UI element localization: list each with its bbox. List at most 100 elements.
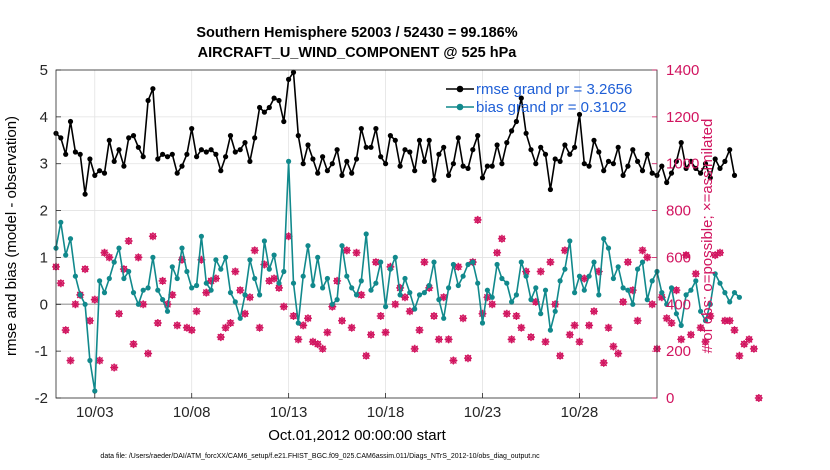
obs-assimilated-marker: [444, 335, 453, 344]
obs-point: [667, 319, 676, 327]
rmse-point: [295, 133, 301, 139]
obs-assimilated-marker: [192, 307, 201, 316]
obs-point: [512, 312, 521, 320]
obs-point: [672, 286, 681, 295]
obs-assimilated-marker: [173, 321, 182, 330]
rmse-point: [286, 76, 292, 82]
obs-point: [730, 326, 739, 335]
bias-point: [528, 297, 534, 303]
obs-point: [575, 337, 584, 346]
rmse-point: [576, 111, 583, 118]
rmse-point: [552, 156, 558, 162]
rmse-point: [145, 97, 151, 104]
obs-assimilated-marker: [725, 316, 734, 325]
obs-assimilated-marker: [231, 267, 240, 276]
obs-point: [173, 321, 182, 330]
obs-point: [590, 307, 598, 316]
obs-point: [270, 274, 279, 283]
obs-assimilated-marker: [633, 316, 642, 325]
obs-assimilated-marker: [716, 248, 724, 257]
bias-line: [55, 160, 740, 392]
obs-assimilated-marker: [85, 316, 94, 325]
bias-point: [625, 287, 631, 293]
bias-point: [509, 299, 515, 305]
rmse-point: [431, 177, 437, 183]
obs-assimilated-marker: [682, 251, 691, 260]
obs-assimilated-marker: [701, 337, 710, 346]
bias-point: [383, 304, 389, 310]
rmse-point: [305, 142, 311, 148]
rmse-point: [106, 137, 112, 143]
bias-point: [504, 280, 510, 286]
y-right-tick-label: 600: [666, 249, 691, 266]
obs-assimilated-marker: [507, 335, 516, 344]
obs-assimilated-marker: [187, 326, 196, 335]
rmse-point: [412, 168, 418, 174]
obs-assimilated-marker: [260, 260, 269, 269]
y-left-tick-label: -2: [35, 390, 48, 407]
obs-assimilated-marker: [202, 288, 211, 297]
rmse-point: [266, 104, 272, 111]
obs-assimilated-marker: [66, 356, 75, 365]
obs-point: [507, 335, 516, 344]
bias-point: [489, 294, 495, 300]
rmse-point: [518, 95, 524, 101]
obs-point: [682, 251, 691, 260]
rmse-point: [484, 163, 490, 169]
obs-assimilated-marker: [706, 312, 715, 320]
obs-point: [420, 258, 429, 267]
rmse-point: [567, 151, 573, 157]
obs-point: [304, 314, 312, 323]
obs-point: [279, 302, 288, 311]
obs-assimilated-marker: [546, 258, 555, 267]
obs-point: [236, 286, 245, 295]
rmse-point: [581, 161, 587, 167]
rmse-point: [242, 140, 248, 146]
x-tick-label: 10/28: [561, 404, 599, 421]
bias-point: [707, 301, 713, 307]
rmse-point: [436, 151, 442, 157]
y-right-tick-label: 400: [666, 296, 691, 313]
bias-point: [678, 322, 684, 328]
rmse-point: [572, 144, 578, 150]
y-left-tick-label: -1: [35, 343, 48, 360]
rmse-point: [63, 151, 69, 157]
y-axis-left-label: rmse and bias (model - observation): [3, 116, 20, 356]
rmse-point: [257, 104, 263, 111]
rmse-point: [470, 147, 476, 153]
obs-assimilated-marker: [735, 351, 744, 360]
obs-assimilated-marker: [178, 255, 186, 264]
obs-assimilated-marker: [420, 258, 429, 267]
bias-point: [620, 285, 626, 291]
obs-point: [124, 237, 133, 245]
y-right-tick-label: 1400: [666, 62, 699, 79]
obs-assimilated-marker: [148, 232, 157, 241]
rmse-point: [533, 161, 539, 167]
bias-point: [140, 287, 146, 293]
bias-point: [223, 254, 229, 260]
rmse-series: [53, 69, 738, 197]
obs-assimilated-marker: [430, 312, 438, 320]
obs-point: [696, 323, 705, 332]
bias-point: [373, 280, 379, 286]
bias-point: [460, 273, 466, 279]
y-left-tick-label: 2: [40, 203, 48, 220]
obs-point: [716, 248, 724, 257]
obs-point: [250, 246, 259, 255]
rmse-point: [392, 137, 398, 143]
obs-assimilated-marker: [410, 344, 419, 353]
bias-point: [688, 287, 694, 293]
rmse-point: [203, 149, 209, 155]
bias-point: [320, 285, 326, 291]
bias-point: [106, 275, 112, 282]
bias-point: [242, 292, 248, 298]
rmse-point: [591, 137, 597, 143]
bias-point: [77, 292, 83, 298]
obs-assimilated-marker: [434, 335, 443, 344]
rmse-point: [731, 172, 738, 178]
rmse-point: [712, 156, 718, 162]
obs-assimilated-marker: [318, 344, 327, 353]
obs-assimilated-marker: [623, 258, 632, 267]
obs-point: [100, 248, 109, 257]
bias-point: [150, 254, 156, 260]
